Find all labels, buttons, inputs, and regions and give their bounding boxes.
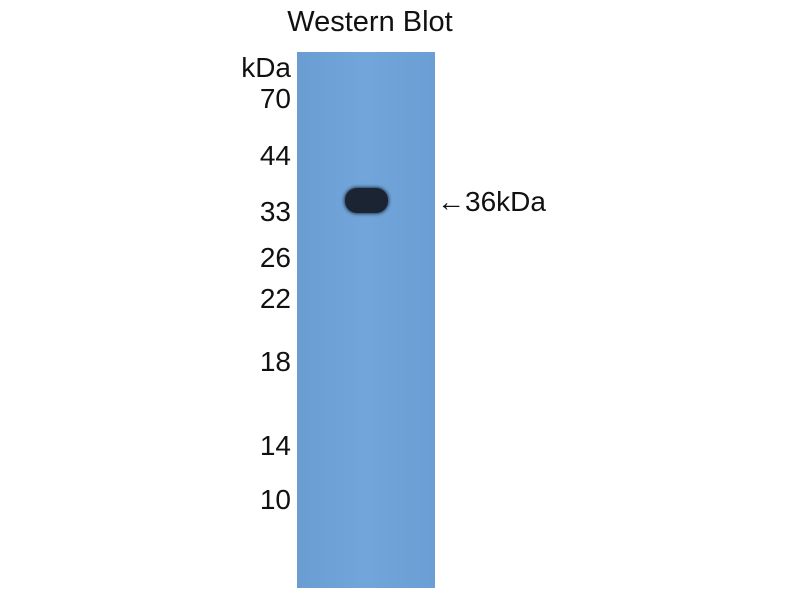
- marker-10: 10: [259, 484, 291, 515]
- marker-22: 22: [259, 283, 291, 314]
- figure-title: Western Blot: [287, 6, 453, 38]
- blot-membrane: [297, 52, 435, 588]
- marker-14: 14: [259, 430, 291, 461]
- marker-26: 26: [259, 242, 291, 273]
- protein-band: [345, 188, 388, 213]
- marker-70: 70: [259, 83, 291, 114]
- marker-33: 33: [259, 196, 291, 227]
- unit-label: kDa: [241, 52, 291, 83]
- marker-44: 44: [259, 140, 291, 171]
- band-annotation: ←36kDa: [437, 186, 546, 217]
- marker-18: 18: [259, 346, 291, 377]
